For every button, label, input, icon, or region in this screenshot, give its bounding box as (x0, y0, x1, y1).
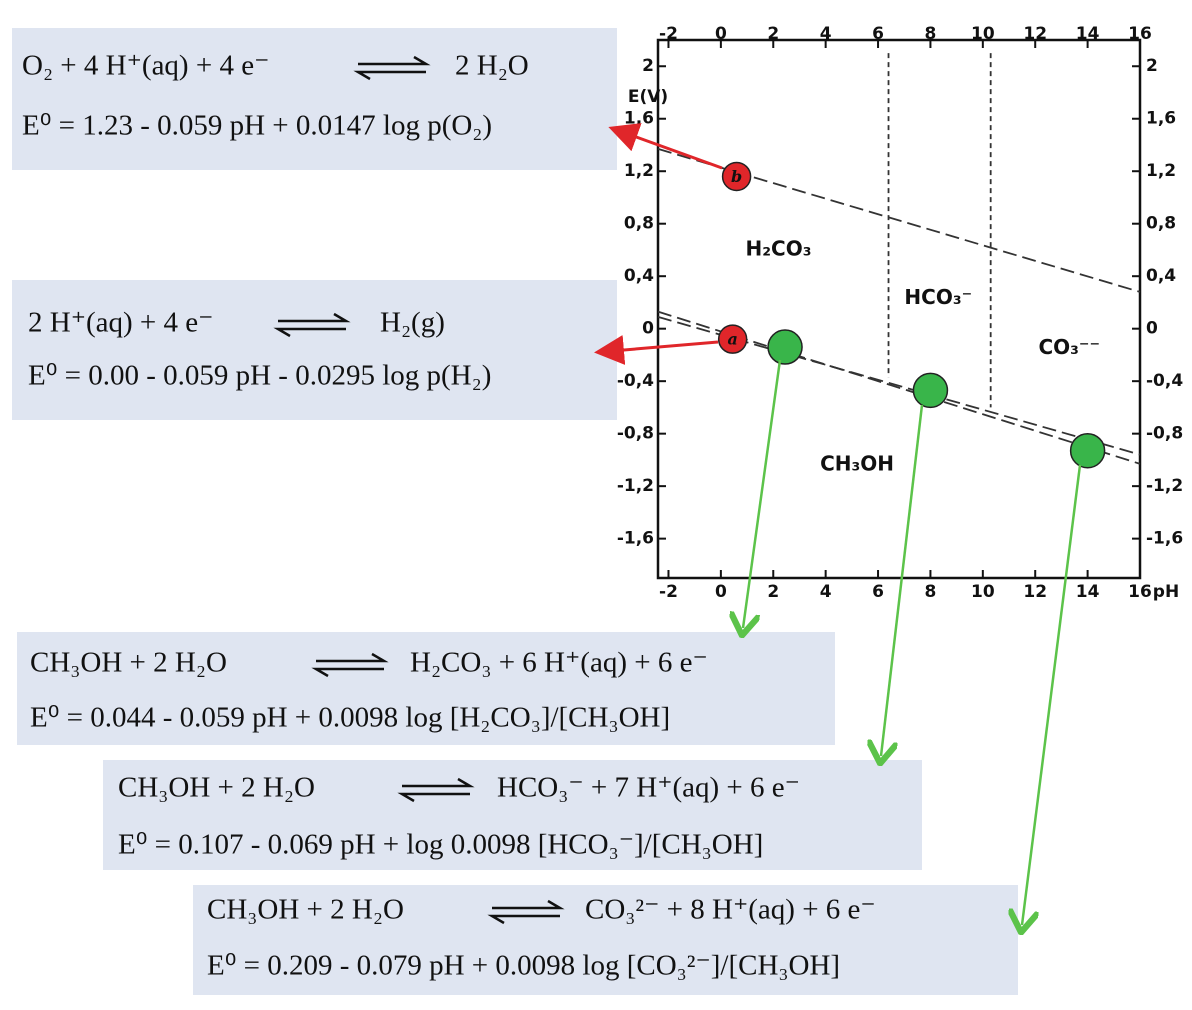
potential-formula: E⁰ = 0.044 - 0.059 pH + 0.0098 log [H₂CO… (30, 702, 670, 734)
green-arrow (743, 359, 782, 628)
y-tick-label: 2 (642, 56, 654, 76)
y-tick-label: -1,2 (1146, 476, 1183, 496)
reaction-right: H₂(g) (380, 307, 445, 339)
reaction-left: CH₃OH + 2 H₂O (118, 772, 315, 804)
potential-formula: E⁰ = 0.209 - 0.079 pH + 0.0098 log [CO₃²… (207, 950, 840, 982)
x-tick-label: 8 (925, 24, 937, 44)
x-tick-label: 2 (767, 24, 779, 44)
region-label: CO₃⁻⁻ (1038, 335, 1100, 359)
x-tick-label: 12 (1023, 582, 1047, 602)
x-tick-label: 4 (820, 24, 832, 44)
x-tick-label: 12 (1023, 24, 1047, 44)
x-tick-label: 0 (715, 582, 727, 602)
x-tick-label: -2 (659, 582, 678, 602)
plot-frame (656, 38, 1142, 580)
reaction-left: CH₃OH + 2 H₂O (207, 894, 404, 926)
x-tick-label: 8 (925, 582, 937, 602)
reaction-right: 2 H₂O (455, 50, 529, 82)
equilibrium-arrow (487, 899, 565, 925)
point-label: a (727, 330, 737, 349)
point (1069, 432, 1106, 469)
red-arrow (594, 335, 719, 365)
x-tick-label: 14 (1076, 24, 1100, 44)
region-label: HCO₃⁻ (904, 285, 972, 309)
x-tick-label: 16 (1128, 582, 1152, 602)
y-tick-label: -1,6 (1146, 529, 1183, 549)
y-tick-label: 0 (1146, 319, 1158, 339)
x-tick-label: 6 (872, 582, 884, 602)
reaction-left: O₂ + 4 H⁺(aq) + 4 e⁻ (22, 50, 269, 82)
y-tick-label: 2 (1146, 56, 1158, 76)
x-tick-label: 16 (1128, 24, 1152, 44)
y-tick-label: 1,2 (624, 161, 654, 181)
y-tick-label: 0,8 (624, 214, 654, 234)
y-axis-label: E(V) (628, 87, 668, 107)
y-tick-label: -1,2 (617, 476, 654, 496)
y-tick-label: 1,6 (1146, 109, 1176, 129)
equations: O₂ + 4 H⁺(aq) + 4 e⁻ 2 H₂O E⁰ = 1.23 - 0.0… (12, 28, 1018, 995)
reaction-right: H₂CO₃ + 6 H⁺(aq) + 6 e⁻ (410, 647, 708, 679)
potential-formula: E⁰ = 0.107 - 0.069 pH + log 0.0098 [HCO₃… (118, 829, 763, 861)
equation-box (193, 885, 1018, 995)
potential-formula: E⁰ = 1.23 - 0.059 pH + 0.0147 log p(O₂) (22, 110, 492, 142)
reaction-right: CO₃²⁻ + 8 H⁺(aq) + 6 e⁻ (585, 894, 876, 926)
potential-formula: E⁰ = 0.00 - 0.059 pH - 0.0295 log p(H₂) (28, 360, 491, 392)
green-arrow (1022, 464, 1082, 925)
equilibrium-arrow (353, 55, 431, 81)
y-tick-label: 0 (642, 319, 654, 339)
y-tick-label: 1,2 (1146, 161, 1176, 181)
point (721, 161, 752, 192)
x-tick-label: -2 (659, 24, 678, 44)
equation-box (103, 760, 922, 870)
y-tick-label: 0,4 (624, 266, 654, 286)
x-tick-label: 14 (1076, 582, 1100, 602)
equation-box (12, 280, 617, 420)
x-tick-label: 10 (971, 582, 995, 602)
x-tick-label: 10 (971, 24, 995, 44)
y-tick-label: 1,6 (624, 109, 654, 129)
point (717, 324, 748, 354)
connector-arrows (594, 123, 1082, 925)
red-arrow (608, 123, 723, 170)
y-tick-label: -0,4 (1146, 371, 1183, 391)
equilibrium-arrow (311, 652, 389, 678)
y-tick-label: -0,4 (617, 371, 654, 391)
x-tick-label: 2 (767, 582, 779, 602)
equation-box (17, 632, 835, 745)
y-tick-label: -0,8 (617, 424, 654, 444)
y-tick-label: -1,6 (617, 529, 654, 549)
green-arrow (881, 404, 924, 756)
region-label: CH₃OH (820, 452, 894, 476)
y-tick-label: 0,4 (1146, 266, 1176, 286)
reaction-left: 2 H⁺(aq) + 4 e⁻ (28, 307, 213, 339)
equilibrium-arrow (273, 312, 351, 338)
x-tick-label: 0 (715, 24, 727, 44)
y-tick-label: 0,8 (1146, 214, 1176, 234)
reaction-right: HCO₃⁻ + 7 H⁺(aq) + 6 e⁻ (497, 772, 800, 804)
x-tick-label: 6 (872, 24, 884, 44)
equation-box (12, 28, 617, 170)
point (767, 329, 803, 365)
x-tick-label: 4 (820, 582, 832, 602)
point (912, 372, 949, 409)
point-label: b (731, 167, 742, 186)
region-label: H₂CO₃ (746, 236, 812, 260)
y-tick-label: -0,8 (1146, 424, 1183, 444)
equilibrium-arrow (397, 777, 475, 803)
pourbaix-chart: E(V) pH -2 -2 0 0 2 2 4 4 6 6 8 8 10 10 12 12 14 14 16 16 2 2… (617, 24, 1184, 602)
reaction-left: CH₃OH + 2 H₂O (30, 647, 227, 679)
x-axis-label: pH (1153, 582, 1179, 602)
